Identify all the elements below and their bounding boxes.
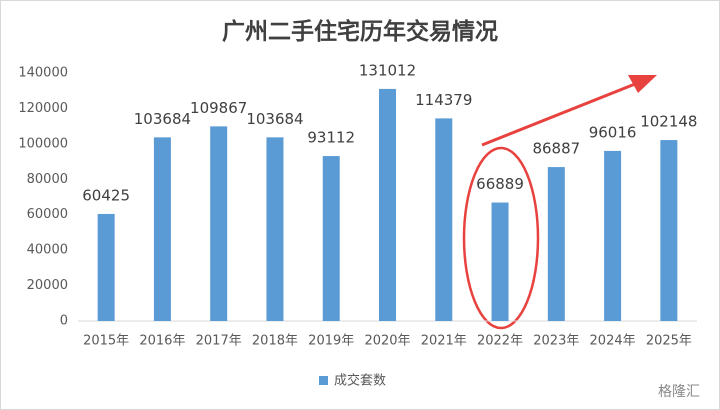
bar xyxy=(210,126,228,322)
y-tick-label: 100000 xyxy=(18,136,68,151)
x-tick-label: 2024年 xyxy=(590,334,636,349)
y-tick-label: 40000 xyxy=(27,243,68,258)
bar xyxy=(153,137,171,321)
data-label: 102148 xyxy=(640,113,697,131)
x-tick-label: 2016年 xyxy=(139,334,185,349)
x-tick-label: 2025年 xyxy=(646,334,692,349)
y-tick-label: 20000 xyxy=(27,278,68,293)
bar xyxy=(660,140,678,321)
data-label: 66889 xyxy=(476,175,524,193)
data-label: 93112 xyxy=(307,129,355,147)
data-label: 114379 xyxy=(415,91,472,109)
data-label: 96016 xyxy=(589,123,637,141)
y-tick-label: 80000 xyxy=(27,172,68,187)
x-tick-label: 2019年 xyxy=(308,334,354,349)
data-label: 103684 xyxy=(246,110,303,128)
bar xyxy=(604,150,622,321)
x-tick-label: 2022年 xyxy=(477,334,523,349)
x-tick-label: 2023年 xyxy=(533,334,579,349)
legend-label: 成交套数 xyxy=(334,373,386,389)
bar xyxy=(547,167,565,321)
data-label: 103684 xyxy=(134,110,191,128)
bar xyxy=(97,213,115,321)
data-label: 109867 xyxy=(190,99,247,117)
highlight-ellipse xyxy=(462,146,540,330)
legend-swatch xyxy=(319,376,328,385)
bar xyxy=(435,118,453,321)
y-tick-label: 0 xyxy=(60,314,68,329)
y-tick-label: 120000 xyxy=(18,101,68,116)
bar xyxy=(491,202,509,321)
x-tick-label: 2021年 xyxy=(421,334,467,349)
watermark: 格隆汇 xyxy=(658,384,700,400)
data-label: 60425 xyxy=(82,186,130,204)
bar xyxy=(379,88,396,321)
data-label: 131012 xyxy=(359,61,416,79)
chart-title: 广州二手住宅历年交易情况 xyxy=(222,18,498,45)
data-label: 86887 xyxy=(532,140,580,158)
x-tick-label: 2020年 xyxy=(364,334,410,349)
x-tick-label: 2017年 xyxy=(196,334,242,349)
x-tick-label: 2018年 xyxy=(252,334,298,349)
y-tick-label: 60000 xyxy=(27,207,68,222)
trend-arrowhead xyxy=(628,75,657,93)
x-tick-label: 2015年 xyxy=(83,334,129,349)
y-tick-label: 140000 xyxy=(18,66,68,81)
bar xyxy=(322,156,340,321)
bar xyxy=(266,137,284,321)
trend-arrow xyxy=(481,80,641,147)
